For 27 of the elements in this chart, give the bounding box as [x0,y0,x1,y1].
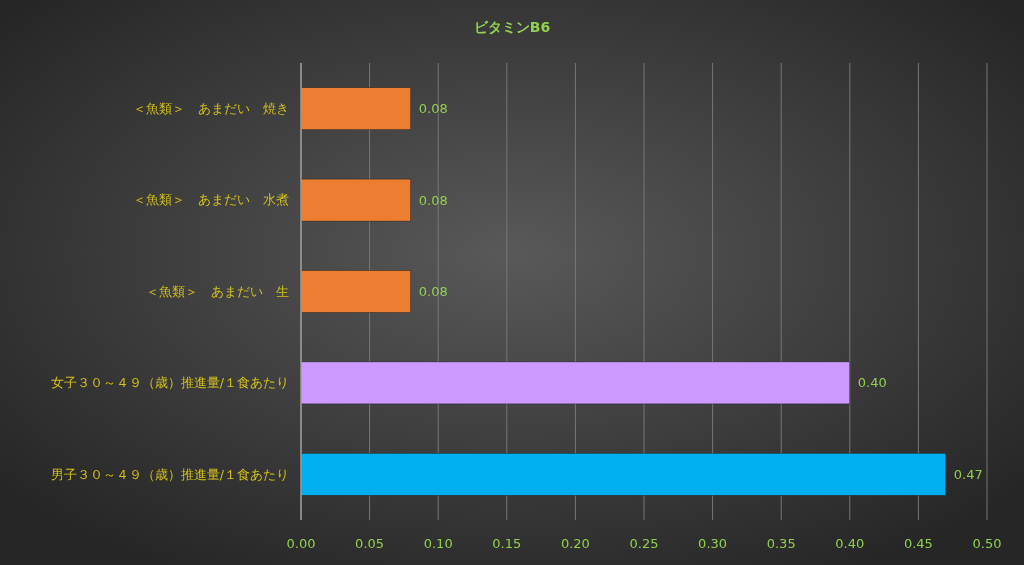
data-label: 0.08 [418,101,448,117]
bar [300,361,851,405]
x-tick-label: 0.05 [355,536,385,551]
x-tick-label: 0.40 [835,536,865,551]
y-tick-label: ＜魚類＞ あまだい 焼き [133,101,289,117]
x-tick-label: 0.25 [629,536,659,551]
x-tick-label: 0.00 [286,536,316,551]
x-tick-label: 0.35 [766,536,796,551]
data-label: 0.40 [857,375,887,391]
x-tick-label: 0.10 [423,536,453,551]
data-label: 0.08 [418,192,448,208]
x-tick-label: 0.20 [560,536,590,551]
y-tick-label: ＜魚類＞ あまだい 水煮 [133,192,289,208]
y-tick-label: 男子３０～４９（歳）推進量/１食あたり [50,466,289,482]
x-tick-label: 0.50 [972,536,1002,551]
bar [300,453,947,496]
bar [300,178,412,222]
x-tick-label: 0.45 [903,536,933,551]
y-tick-label: 女子３０～４９（歳）推進量/１食あたり [50,375,289,391]
x-tick-label: 0.15 [492,536,522,551]
data-label: 0.47 [953,466,983,482]
data-label: 0.08 [418,284,448,300]
y-tick-label: ＜魚類＞ あまだい 生 [146,283,289,299]
bar [300,87,412,130]
x-tick-label: 0.30 [698,536,728,551]
bar [300,270,412,313]
chart-title: ビタミンB6 [473,19,551,35]
